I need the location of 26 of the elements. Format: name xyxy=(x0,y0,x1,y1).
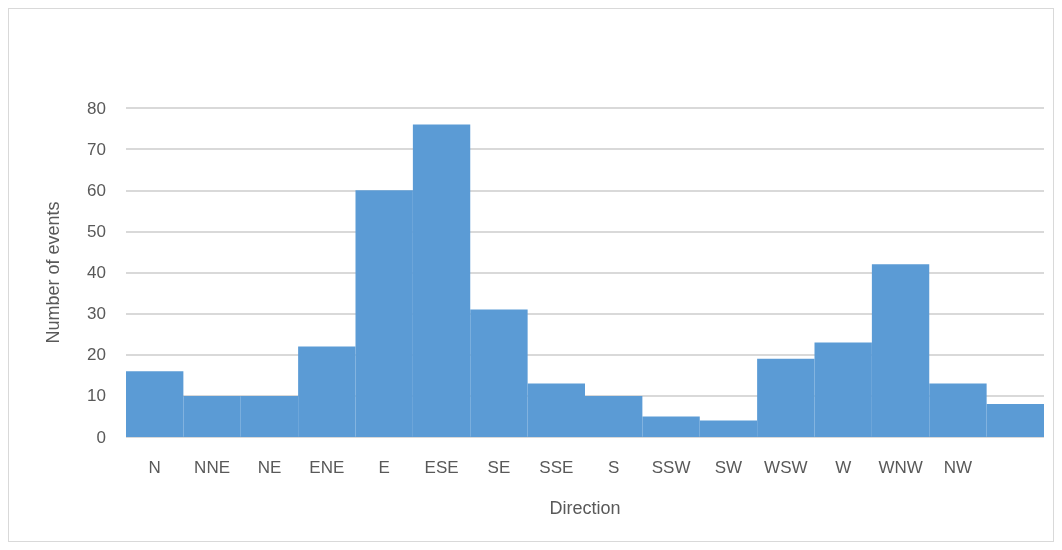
x-tick-label: E xyxy=(378,458,390,477)
y-tick-label: 40 xyxy=(87,263,106,282)
x-tick-label: NNE xyxy=(194,458,231,477)
y-tick-label: 0 xyxy=(96,427,106,447)
x-axis-title: Direction xyxy=(549,498,621,518)
y-tick-label: 70 xyxy=(87,139,106,159)
x-tick-label: S xyxy=(608,458,620,477)
x-tick-label: NE xyxy=(257,458,282,477)
x-tick-label: SSW xyxy=(651,458,691,477)
y-tick-label: 60 xyxy=(87,180,106,200)
x-tick-label: NW xyxy=(943,458,973,477)
y-tick-label: 30 xyxy=(87,304,106,324)
x-tick-label: ESE xyxy=(424,458,459,477)
x-tick-label: WNW xyxy=(878,458,923,477)
x-tick-label: SSE xyxy=(539,458,574,477)
x-tick-label: SE xyxy=(487,458,511,477)
y-tick-label: 50 xyxy=(87,221,106,241)
y-tick-label: 20 xyxy=(87,345,106,365)
y-tick-label: 10 xyxy=(87,386,106,406)
x-tick-label: W xyxy=(835,458,852,477)
y-tick-label: 80 xyxy=(87,98,106,118)
x-tick-label: ENE xyxy=(309,458,345,477)
x-tick-label: N xyxy=(148,458,161,477)
x-tick-label: WSW xyxy=(764,458,808,477)
x-tick-label: SW xyxy=(714,458,743,477)
y-axis-title: Number of events xyxy=(43,201,63,344)
